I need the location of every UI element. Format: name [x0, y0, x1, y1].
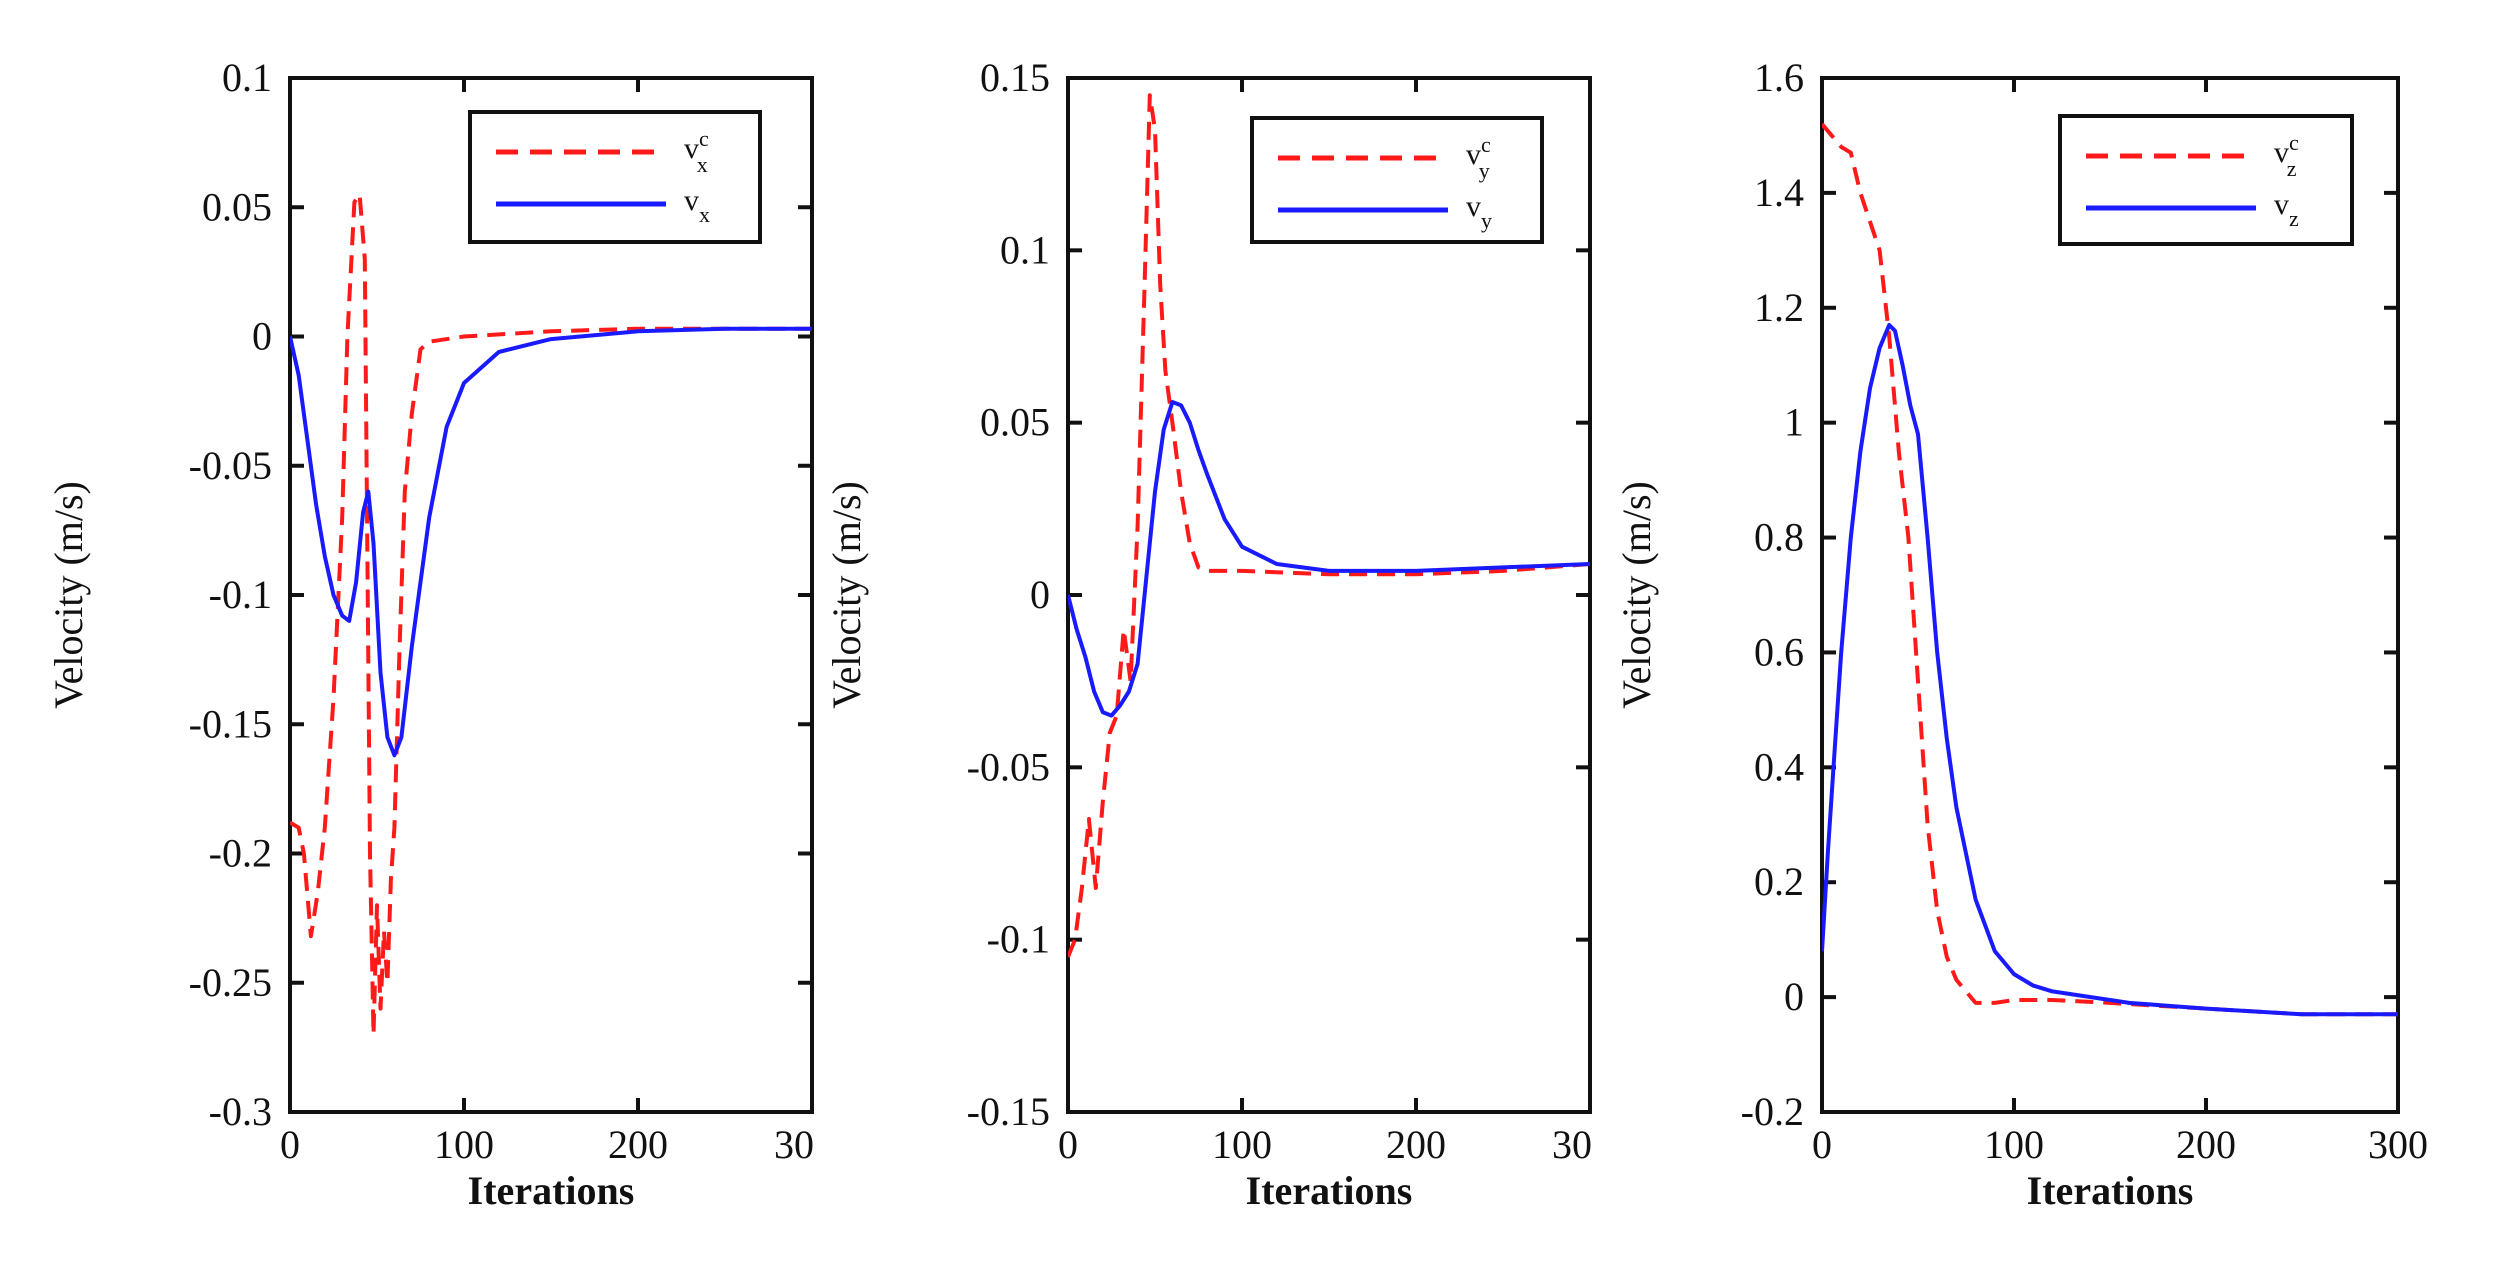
y-tick-label: 0.6 — [1754, 629, 1804, 674]
y-tick-label: -0.05 — [967, 744, 1050, 789]
series-line-actual-vz — [1822, 323, 2398, 1017]
x-tick-label: 30 — [1552, 1122, 1592, 1167]
y-axis-label: Velocity (m/s) — [1614, 481, 1659, 709]
y-tick-label: -0.1 — [987, 917, 1050, 962]
y-tick-label: -0.1 — [209, 572, 272, 617]
legend-entry-commanded: vc z — [2274, 130, 2299, 181]
legend-entry-actual: vy — [1466, 190, 1492, 233]
y-tick-label: 0.1 — [222, 55, 272, 100]
y-tick-label: 1.6 — [1754, 55, 1804, 100]
y-tick-label: -0.15 — [189, 701, 272, 746]
legend: vc x vx — [468, 110, 762, 244]
legend: vc z vz — [2058, 114, 2354, 246]
y-tick-label: -0.05 — [189, 443, 272, 488]
y-tick-label: 0 — [1030, 572, 1050, 617]
x-tick-label: 300 — [2368, 1122, 2428, 1167]
chart-panel-vx: 0.10.050-0.05-0.1-0.15-0.2-0.25-0.30 100 2… — [46, 55, 814, 1213]
y-tick-label: 0 — [252, 314, 272, 359]
y-tick-label: 0.4 — [1754, 744, 1804, 789]
x-tick-label: 0 — [1058, 1122, 1078, 1167]
y-tick-label: 0.8 — [1754, 515, 1804, 560]
y-tick-label: 1.2 — [1754, 285, 1804, 330]
x-tick-label: 100 — [1984, 1122, 2044, 1167]
y-tick-label: 1.4 — [1754, 170, 1804, 215]
chart-panel-vz: 1.61.41.210.80.60.40.20-0.20 100 200 300Ite… — [1614, 55, 2428, 1213]
y-tick-label: 0.2 — [1754, 859, 1804, 904]
x-tick-label: 200 — [608, 1122, 668, 1167]
x-tick-label: 100 — [1212, 1122, 1272, 1167]
y-tick-label: -0.2 — [209, 831, 272, 876]
x-tick-label: 30 — [774, 1122, 814, 1167]
legend-box — [1250, 116, 1544, 244]
legend-box — [468, 110, 762, 244]
y-tick-label: 0.1 — [1000, 227, 1050, 272]
y-tick-label: 0 — [1784, 974, 1804, 1019]
chart-panel-vy: 0.150.10.050-0.05-0.1-0.150 100 200 30Itera… — [824, 55, 1592, 1213]
x-tick-label: 100 — [434, 1122, 494, 1167]
y-axis-label: Velocity (m/s) — [824, 481, 869, 709]
x-tick-label: 200 — [1386, 1122, 1446, 1167]
y-tick-label: 0.15 — [980, 55, 1050, 100]
y-axis-label: Velocity (m/s) — [46, 481, 91, 709]
y-tick-label: 0.05 — [980, 400, 1050, 445]
series-line-commanded-vx — [290, 192, 812, 1037]
legend-entry-commanded: vc x — [684, 126, 709, 177]
series-line-actual-vx — [290, 326, 812, 758]
legend-entry-commanded: vc y — [1466, 132, 1491, 183]
chart-panels: 0.10.050-0.05-0.1-0.15-0.2-0.25-0.30 100 2… — [46, 55, 2428, 1213]
series-line-commanded-vy — [1068, 93, 1590, 958]
legend-entry-actual: vx — [684, 184, 710, 227]
plot-frame — [1820, 76, 2400, 1114]
y-tick-label: 1 — [1784, 400, 1804, 445]
x-axis-label: Iterations — [2027, 1168, 2194, 1213]
x-tick-label: 0 — [280, 1122, 300, 1167]
x-axis-label: Iterations — [468, 1168, 635, 1213]
x-tick-label: 0 — [1812, 1122, 1832, 1167]
y-tick-label: 0.05 — [202, 184, 272, 229]
x-tick-label: 200 — [2176, 1122, 2236, 1167]
legend: vc y vy — [1250, 116, 1544, 244]
y-tick-label: -0.15 — [967, 1089, 1050, 1134]
y-tick-label: -0.2 — [1741, 1089, 1804, 1134]
y-tick-label: -0.25 — [189, 960, 272, 1005]
legend-box — [2058, 114, 2354, 246]
x-axis-label: Iterations — [1246, 1168, 1413, 1213]
series-line-actual-vy — [1068, 400, 1590, 718]
legend-entry-actual: vz — [2274, 188, 2299, 231]
series-line-commanded-vz — [1822, 122, 2398, 1017]
y-tick-label: -0.3 — [209, 1089, 272, 1134]
